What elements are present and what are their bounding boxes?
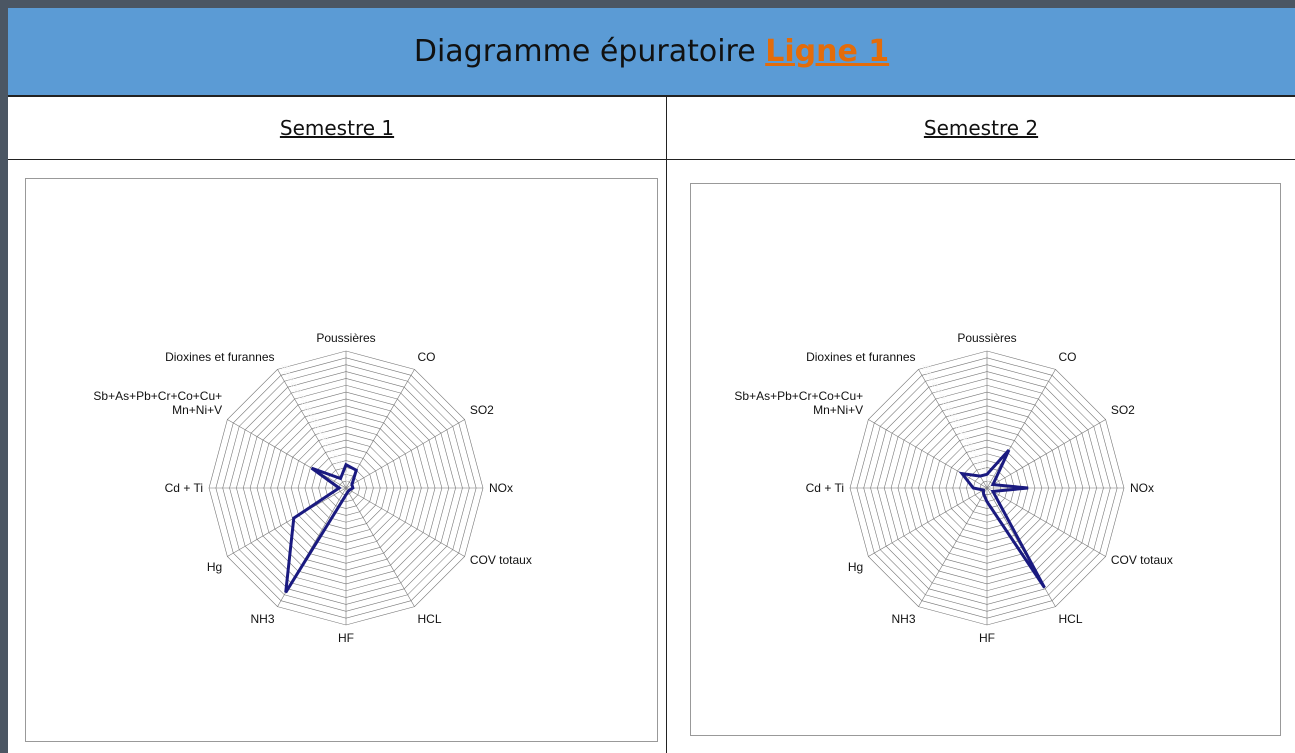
spoke <box>227 419 347 489</box>
spoke <box>345 369 415 489</box>
tick-label: 15 <box>980 466 987 472</box>
spoke <box>345 487 415 607</box>
line-link[interactable]: Ligne 1 <box>765 34 890 69</box>
spoke <box>277 369 347 489</box>
tick-label: 45 <box>959 431 966 437</box>
spoke <box>868 487 988 557</box>
category-label: SO2 <box>469 402 494 417</box>
tick-label: 100 <box>922 365 933 371</box>
spoke <box>986 369 1056 489</box>
tick-label: 50 <box>956 425 963 431</box>
tick-label: 70 <box>301 401 308 407</box>
tick-label: 40 <box>322 437 329 443</box>
tick-label: 55 <box>952 419 959 425</box>
chart-frame: 0 5 10 15 20 25 30 35 40 45 50 55 60 65 70 75 80 85 90 95 10… <box>690 183 1281 736</box>
category-label: COV totaux <box>1110 552 1173 567</box>
category-label: Hg <box>206 559 223 574</box>
tick-label: 30 <box>328 448 335 454</box>
tick-label: 45 <box>318 431 325 437</box>
category-label: Dioxines et furannes <box>165 350 275 365</box>
tick-label: 60 <box>949 413 956 419</box>
tick-label: 100 <box>281 365 292 371</box>
tick-label: 95 <box>284 371 291 377</box>
category-label: HF <box>338 631 354 645</box>
category-label: Cd + Ti <box>164 481 203 495</box>
category-label: Poussières <box>957 331 1017 345</box>
tick-label: 50 <box>315 425 322 431</box>
category-label: CO <box>417 350 436 365</box>
spoke <box>918 487 988 607</box>
category-label: HCL <box>417 611 442 626</box>
tick-label: 85 <box>291 383 298 389</box>
category-label: Dioxines et furannes <box>806 350 916 365</box>
category-label: COV totaux <box>469 552 532 567</box>
spoke <box>918 369 988 489</box>
category-label: HF <box>979 631 995 645</box>
chart-frame: 0 5 10 15 20 25 30 35 40 45 50 55 60 65 70 75 80 85 90 95 10… <box>25 178 658 742</box>
tick-label: 60 <box>308 413 315 419</box>
category-label: Hg <box>847 559 864 574</box>
tick-label: 85 <box>932 383 939 389</box>
tick-label: 35 <box>966 442 973 448</box>
tick-label: 65 <box>945 407 952 413</box>
tick-label: 90 <box>928 377 935 383</box>
category-label: NOx <box>1130 481 1154 495</box>
tick-label: 20 <box>976 460 983 466</box>
tick-label: 80 <box>294 389 301 395</box>
tick-label: 75 <box>298 395 305 401</box>
tick-label: 20 <box>335 460 342 466</box>
radar-chart: 0510152025303540455055606570758085909510… <box>849 350 1125 626</box>
tick-label: 0 <box>990 484 994 490</box>
tick-label: 25 <box>332 454 339 460</box>
radar-line <box>958 449 1046 589</box>
tick-label: 10 <box>342 472 349 478</box>
spoke <box>986 487 1106 557</box>
tick-label: 65 <box>304 407 311 413</box>
tick-label: 5 <box>987 478 991 484</box>
cell: 0 5 10 15 20 25 30 35 40 45 50 55 60 65 70 75 80 85 90 95 10… <box>8 160 667 753</box>
category-label: Cd + Ti <box>805 481 844 495</box>
category-label: Sb+As+Pb+Cr+Co+Cu+ Mn+Ni+V <box>93 388 223 417</box>
cell: 0 5 10 15 20 25 30 35 40 45 50 55 60 65 70 75 80 85 90 95 10… <box>667 160 1295 753</box>
tick-label: 35 <box>325 442 332 448</box>
category-label: NOx <box>489 481 513 495</box>
spoke <box>227 487 347 557</box>
category-label: Sb+As+Pb+Cr+Co+Cu+ Mn+Ni+V <box>734 388 864 417</box>
column-header: Semestre 2 <box>667 97 1295 160</box>
spoke <box>868 419 988 489</box>
tick-label: 30 <box>969 448 976 454</box>
category-label: Poussières <box>316 331 376 345</box>
tick-label: 80 <box>935 389 942 395</box>
tick-label: 55 <box>311 419 318 425</box>
tick-label: 0 <box>349 484 353 490</box>
tick-label: 90 <box>287 377 294 383</box>
tick-label: 5 <box>346 478 350 484</box>
header: Diagramme épuratoire Ligne 1 <box>8 8 1295 97</box>
title: Diagramme épuratoire <box>413 34 756 69</box>
spoke <box>986 419 1106 489</box>
category-label: SO2 <box>1110 402 1135 417</box>
tick-label: 70 <box>942 401 949 407</box>
category-label: HCL <box>1058 611 1083 626</box>
category-label: NH3 <box>250 611 275 626</box>
tick-label: 25 <box>973 454 980 460</box>
column-header: Semestre 1 <box>8 97 667 160</box>
radar-chart: 0510152025303540455055606570758085909510… <box>208 350 484 626</box>
radar-line <box>284 462 359 594</box>
category-label: NH3 <box>891 611 916 626</box>
category-label: CO <box>1058 350 1077 365</box>
spoke <box>345 487 465 557</box>
spoke <box>345 419 465 489</box>
tick-label: 75 <box>939 395 946 401</box>
tick-label: 40 <box>963 437 970 443</box>
tick-label: 15 <box>339 466 346 472</box>
tick-label: 95 <box>925 371 932 377</box>
